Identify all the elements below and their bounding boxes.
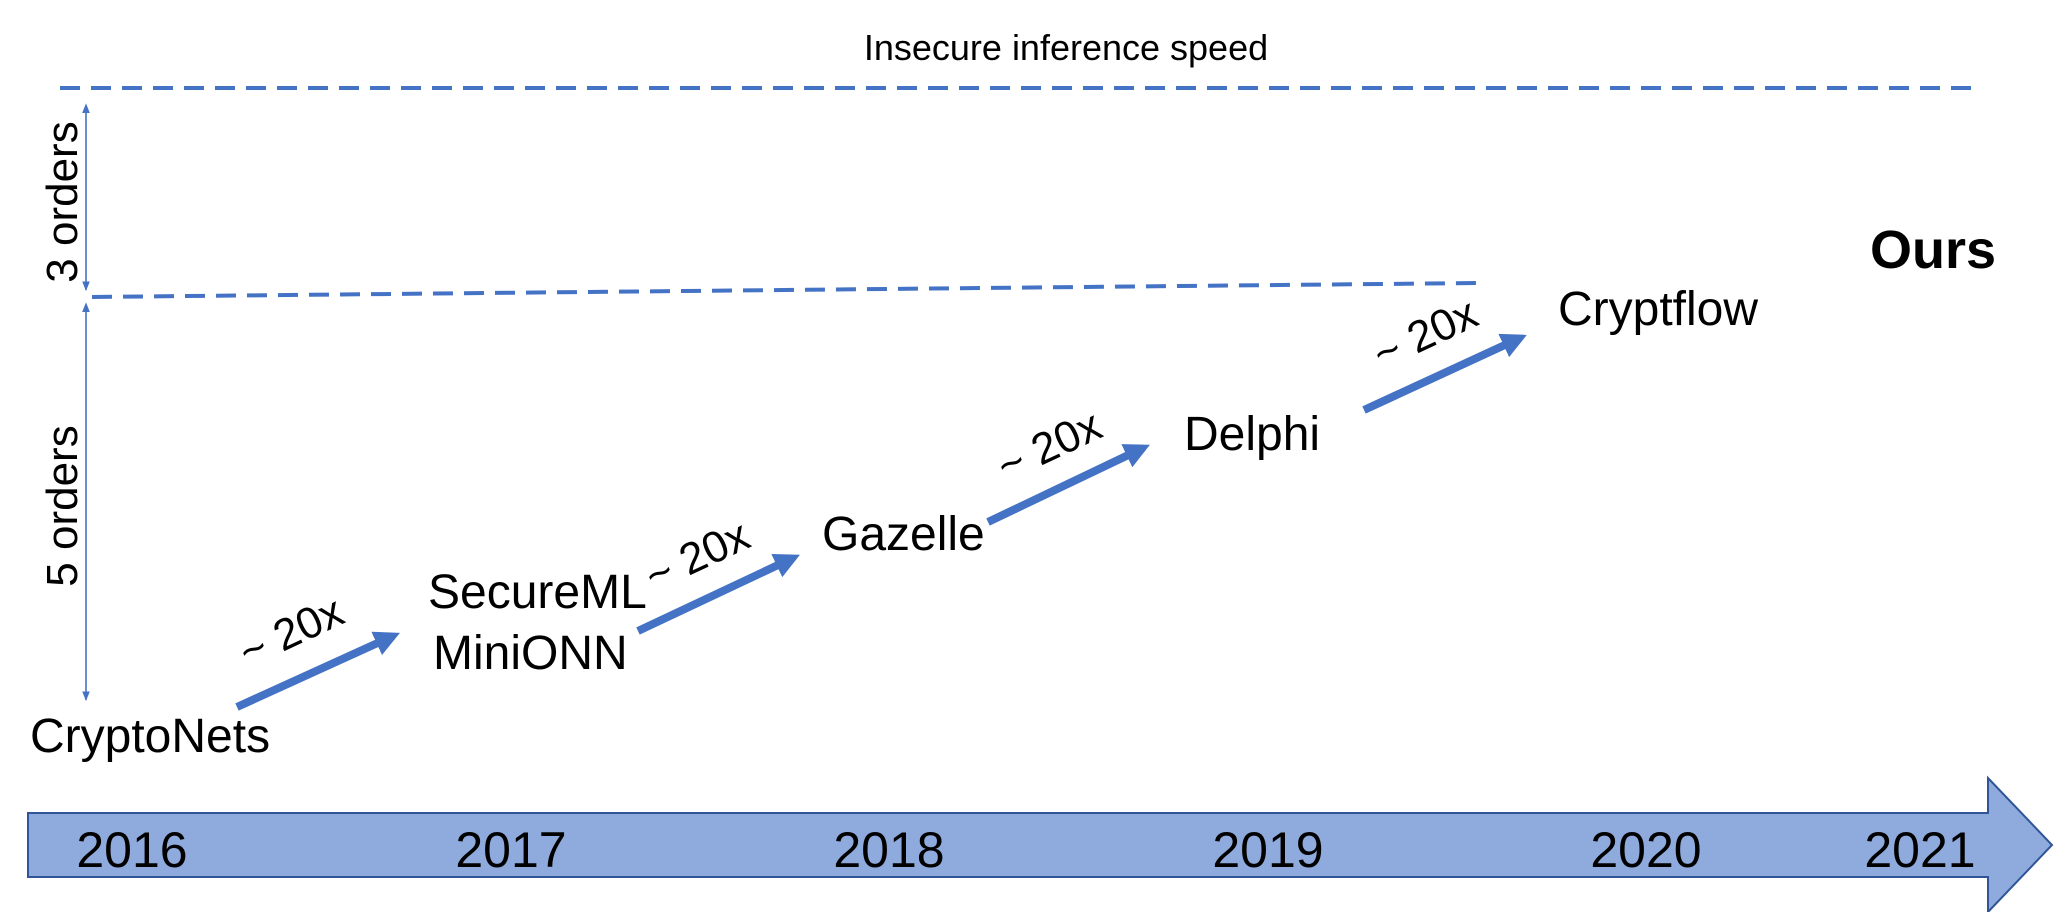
five-orders-label: 5 orders [38,425,87,586]
timeline-arrow [27,775,2054,912]
three-orders-label: 3 orders [38,121,87,282]
year-label-2018: 2018 [833,822,944,878]
year-label-2017: 2017 [455,822,566,878]
system-label-cryptonets: CryptoNets [30,710,270,763]
system-label-secureml: SecureML [428,566,647,619]
ours-label: Ours [1870,220,1996,280]
year-label-2020: 2020 [1590,822,1701,878]
speedup-label: ~ 20x [990,401,1109,491]
speedup-arrow [235,631,400,711]
system-label-minionn: MiniONN [433,627,628,680]
cryptflow-level-line [91,281,1481,299]
speedup-arrow [1362,333,1527,414]
speedup-arrow [636,554,800,635]
system-label-gazelle: Gazelle [822,508,985,561]
year-label-2019: 2019 [1212,822,1323,878]
year-label-2016: 2016 [76,822,187,878]
system-label-delphi: Delphi [1184,408,1320,461]
speedup-arrow [986,444,1150,526]
year-label-2021: 2021 [1864,822,1975,878]
system-label-cryptflow: Cryptflow [1558,283,1758,336]
insecure-speed-label: Insecure inference speed [864,27,1268,68]
